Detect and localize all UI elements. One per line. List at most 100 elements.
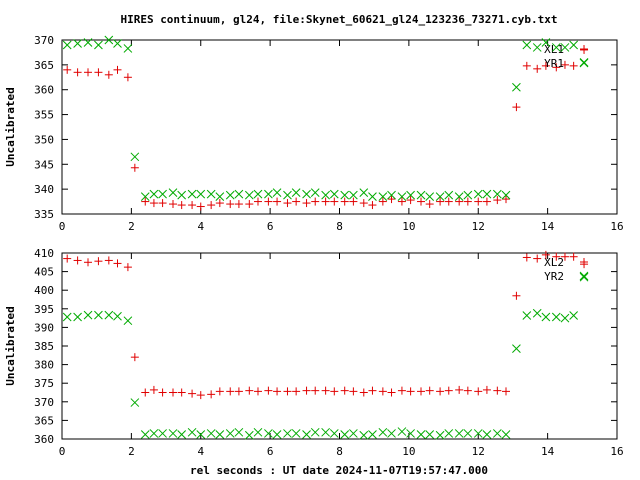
data-point <box>149 189 159 199</box>
data-point <box>73 256 82 265</box>
data-point <box>569 40 578 50</box>
data-point <box>311 197 320 206</box>
data-point <box>463 190 473 200</box>
data-point <box>444 197 453 206</box>
data-point <box>253 197 262 206</box>
data-point <box>73 68 82 77</box>
data-point <box>177 388 186 397</box>
data-point <box>215 430 225 439</box>
data-point <box>359 388 368 397</box>
data-point <box>215 192 225 201</box>
data-point <box>140 192 150 201</box>
data-point <box>291 429 301 438</box>
data-point <box>501 430 511 439</box>
data-point <box>444 190 454 200</box>
data-point <box>533 254 542 263</box>
data-point <box>579 272 589 282</box>
data-point <box>359 430 369 440</box>
data-point <box>123 44 133 53</box>
data-point <box>62 40 72 50</box>
data-point <box>140 430 150 439</box>
data-point <box>302 199 311 208</box>
data-point <box>329 189 339 199</box>
data-point <box>579 58 589 67</box>
data-point <box>177 190 187 200</box>
data-point <box>244 430 254 440</box>
data-point <box>113 311 122 321</box>
x-tick-label: 10 <box>402 220 415 233</box>
data-point <box>123 73 132 82</box>
data-point <box>168 429 178 438</box>
y-axis-label: Uncalibrated <box>4 306 17 385</box>
data-point <box>283 199 292 208</box>
y-tick-label: 370 <box>34 396 54 409</box>
data-point <box>104 35 114 45</box>
data-point <box>406 190 415 200</box>
data-point <box>417 197 426 206</box>
data-point <box>417 387 426 396</box>
data-point <box>321 197 330 206</box>
data-point <box>321 427 330 437</box>
data-point <box>130 398 140 407</box>
data-point <box>416 190 426 200</box>
data-point <box>168 188 178 197</box>
x-tick-label: 2 <box>128 445 135 458</box>
data-point <box>493 386 502 395</box>
data-point <box>580 45 589 54</box>
data-point <box>551 312 561 322</box>
data-point <box>425 386 434 395</box>
y-tick-label: 395 <box>34 303 54 316</box>
data-point <box>349 429 358 438</box>
data-point <box>73 312 82 322</box>
data-point <box>569 61 578 70</box>
data-point <box>533 64 542 73</box>
data-point <box>368 386 377 395</box>
data-point <box>406 196 415 205</box>
data-point <box>340 430 350 439</box>
data-point <box>387 190 396 200</box>
data-point <box>63 254 72 263</box>
data-point <box>292 387 301 396</box>
top-panel: 0 2 4 6 8 10 12 14 16 335 340 345 350 355 360 365 370 Unc… <box>4 34 624 233</box>
data-point <box>244 190 254 200</box>
data-point <box>264 386 273 395</box>
data-point <box>226 200 235 209</box>
data-point <box>512 103 521 112</box>
data-point <box>532 43 542 52</box>
x-tick-label: 0 <box>59 220 66 233</box>
data-point <box>425 192 435 201</box>
data-point <box>83 38 93 47</box>
data-point <box>321 190 330 200</box>
data-point <box>234 387 243 396</box>
y-tick-label: 400 <box>34 284 54 297</box>
data-point <box>94 68 103 77</box>
data-point <box>502 195 510 204</box>
data-point <box>158 388 167 397</box>
data-point <box>310 188 320 197</box>
data-point <box>84 258 93 267</box>
legend-label: XL2 <box>544 256 564 269</box>
x-tick-label: 8 <box>336 220 343 233</box>
data-point <box>206 189 216 199</box>
data-point <box>273 387 282 396</box>
data-point <box>340 197 349 206</box>
x-tick-label: 14 <box>541 445 555 458</box>
bottom-panel: 0 2 4 6 8 10 12 14 16 360 365 370 375 380 385 390 395 400… <box>4 247 624 458</box>
data-point <box>474 197 483 206</box>
data-point <box>104 70 113 79</box>
x-tick-label: 2 <box>128 220 135 233</box>
y-tick-label: 360 <box>34 433 54 446</box>
data-point <box>492 429 502 438</box>
data-point <box>130 353 139 362</box>
x-axis-label: rel seconds : UT date 2024-11-07T19:57:4… <box>190 464 488 477</box>
data-point <box>482 385 491 394</box>
data-point <box>397 427 407 436</box>
data-point <box>551 43 561 52</box>
data-point <box>94 310 103 320</box>
data-point <box>444 386 453 395</box>
data-point <box>196 202 205 211</box>
data-point <box>522 311 532 320</box>
data-point <box>359 199 368 208</box>
data-point <box>272 188 282 197</box>
